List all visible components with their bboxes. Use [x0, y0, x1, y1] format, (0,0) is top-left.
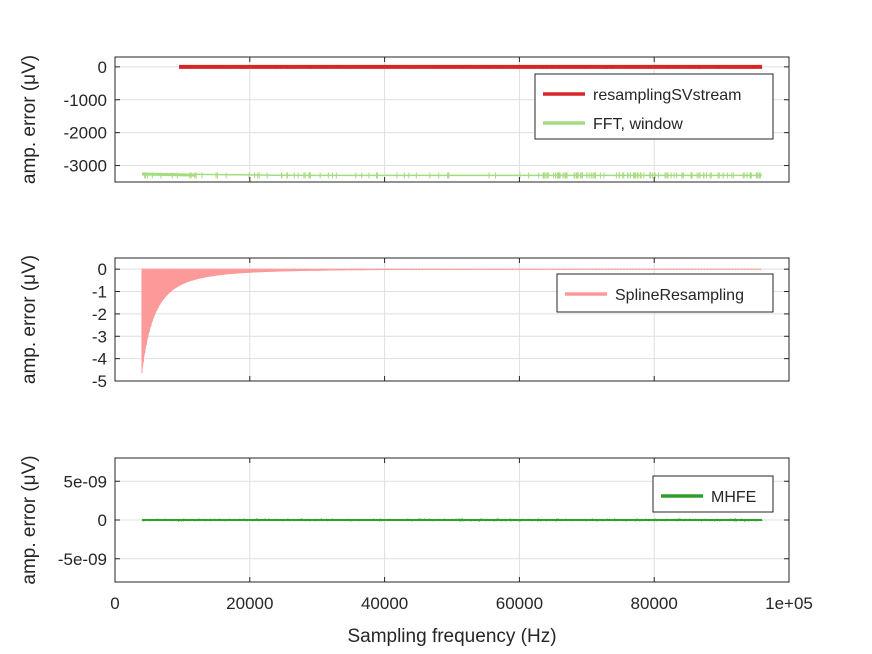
- panel-middle: 0 -1 -2 -3 -4 -5 amp. error (μV) SplineResamp…: [19, 255, 790, 391]
- y-tick-label: 0: [98, 58, 107, 77]
- legend: MHFE: [652, 475, 774, 513]
- x-tick-label: 80000: [631, 594, 678, 613]
- series-mark-fft-window: [141, 172, 196, 177]
- y-tick-label: -5e-09: [58, 550, 107, 569]
- ticks: 5e-09 0 -5e-09 0 20000 40000 60000 80000 1e+05: [58, 458, 813, 613]
- y-axis-label: amp. error (μV): [19, 455, 40, 584]
- plot-area: [141, 518, 763, 522]
- ticks: 0 -1000 -2000 -3000: [64, 57, 790, 182]
- y-tick-label: -3: [92, 327, 107, 346]
- y-tick-label: -2: [92, 305, 107, 324]
- x-tick-label: 20000: [226, 594, 273, 613]
- ticks: 0 -1 -2 -3 -4 -5: [92, 258, 790, 391]
- x-axis-label: Sampling frequency (Hz): [347, 626, 556, 647]
- plot-area: [141, 64, 763, 179]
- y-tick-label: -1000: [64, 91, 107, 110]
- plot-area: [141, 268, 762, 374]
- axes-frame: [114, 257, 790, 382]
- axes-frame: [114, 56, 790, 183]
- y-tick-label: 5e-09: [64, 472, 107, 491]
- y-axis-label: amp. error (μV): [19, 55, 40, 184]
- x-tick-label: 60000: [496, 594, 543, 613]
- legend-label: FFT, window: [593, 116, 683, 133]
- y-tick-label: 0: [98, 260, 107, 279]
- legend: resamplingSVstream FFT, window: [534, 73, 774, 140]
- y-tick-label: -1: [92, 283, 107, 302]
- legend-box: [534, 73, 774, 140]
- x-tick-label: 0: [110, 594, 119, 613]
- y-tick-label: 0: [98, 511, 107, 530]
- y-tick-label: -5: [92, 372, 107, 391]
- legend-label: MHFE: [711, 489, 756, 506]
- legend-label: resamplingSVstream: [593, 87, 742, 104]
- panel-bottom: 5e-09 0 -5e-09 0 20000 40000 60000 80000 1e+05 a…: [19, 455, 813, 647]
- x-tick-label: 40000: [361, 594, 408, 613]
- y-tick-label: -2000: [64, 124, 107, 143]
- panel-top: 0 -1000 -2000 -3000 amp. error (μV) resampl…: [19, 55, 790, 184]
- x-tick-label: 1e+05: [765, 594, 813, 613]
- legend-label: SplineResampling: [615, 287, 744, 304]
- y-tick-label: -3000: [64, 157, 107, 176]
- y-tick-label: -4: [92, 350, 107, 369]
- legend: SplineResampling: [556, 273, 774, 313]
- legend-box: [652, 475, 774, 513]
- y-axis-label: amp. error (μV): [19, 255, 40, 384]
